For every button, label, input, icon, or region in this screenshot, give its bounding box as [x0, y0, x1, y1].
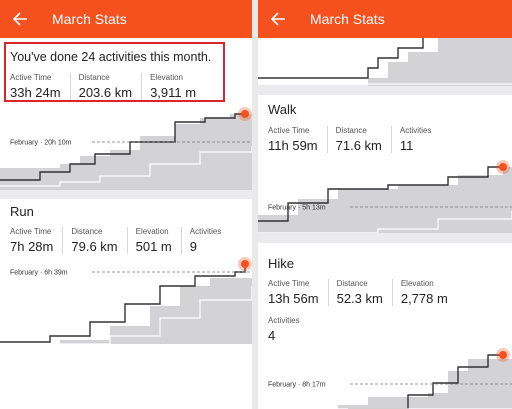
section-title: Walk [268, 102, 297, 117]
walk-chart: February · 5h 13m [258, 160, 512, 233]
stat-value: 2,778 m [400, 291, 448, 306]
right-screen: March Stats Walk Active Time 11h 59m Dista… [258, 0, 512, 409]
comparison-label: February · 5h 13m [268, 205, 326, 212]
stat: Active Time 7h 28m [10, 227, 62, 254]
line [258, 38, 424, 79]
run-chart: February · 6h 39m [0, 257, 252, 344]
left-screen: March Stats You've done 24 activities th… [0, 0, 252, 409]
stat-label: Elevation [135, 227, 169, 236]
area [258, 353, 512, 409]
app-bar: March Stats [0, 0, 252, 38]
line [258, 166, 503, 222]
divider [0, 190, 252, 199]
stat-value: 33h 24m [10, 85, 61, 100]
stat-value: 203.6 km [78, 85, 133, 100]
section-stats: Active Time 11h 59m Distance 71.6 km Activit… [268, 126, 440, 153]
stat-label: Distance [335, 126, 367, 135]
stat-label: Active Time [268, 126, 310, 135]
area [258, 38, 512, 86]
line [0, 113, 245, 181]
dot [241, 260, 249, 268]
stat-label: Activities [268, 316, 300, 325]
stat: Activities 4 [268, 316, 309, 343]
stat: Distance 71.6 km [326, 126, 391, 153]
section-stats: Activities 4 [268, 316, 309, 343]
stat: Elevation 501 m [126, 227, 181, 254]
stat: Activities 11 [390, 126, 441, 153]
stat-value: 7h 28m [10, 239, 54, 254]
line [348, 354, 503, 409]
comparison-label: February · 8h 17m [268, 382, 326, 389]
stat-label: Distance [71, 227, 103, 236]
partial-chart [258, 38, 512, 86]
section-stats: Active Time 13h 56m Distance 52.3 km Elevati… [268, 279, 457, 306]
stat-label: Active Time [268, 279, 310, 288]
stat-label: Distance [78, 73, 110, 82]
divider [258, 233, 512, 243]
stat-value: 4 [268, 328, 276, 343]
stat-value: 13h 56m [268, 291, 319, 306]
stat: Active Time 13h 56m [268, 279, 328, 306]
stat: Active Time 11h 59m [268, 126, 327, 153]
divider [258, 86, 512, 95]
stat-label: Active Time [10, 227, 52, 236]
stat: Distance 79.6 km [62, 227, 126, 254]
summary-stats: Active Time 33h 24m Distance 203.6 km Elevat… [10, 73, 205, 100]
back-button[interactable] [12, 11, 28, 27]
area [0, 112, 252, 190]
app-bar: March Stats [258, 0, 512, 38]
screen-title: March Stats [310, 11, 385, 27]
dot [499, 163, 507, 171]
stat-value: 3,911 m [150, 85, 197, 100]
line-light [0, 146, 252, 187]
stat: Distance 203.6 km [69, 73, 141, 100]
stat-label: Distance [336, 279, 368, 288]
highlight-box [4, 42, 225, 102]
section-title: Run [10, 204, 34, 219]
stat-value: 52.3 km [336, 291, 383, 306]
comparison-label: February · 6h 39m [10, 270, 68, 277]
stat-value: 71.6 km [335, 138, 382, 153]
line-light [60, 286, 252, 344]
screen-title: March Stats [52, 11, 127, 27]
section-title: Hike [268, 256, 295, 271]
stat-label: Activities [399, 126, 432, 135]
stat: Activities 9 [180, 227, 231, 254]
stat: Active Time 33h 24m [10, 73, 70, 100]
stat-value: 11h 59m [268, 138, 318, 153]
dot [241, 110, 249, 118]
comparison-label: February · 20h 10m [10, 140, 72, 147]
line [0, 264, 246, 343]
summary-headline: You've done 24 activities this month. [10, 50, 212, 64]
dot [499, 351, 507, 359]
area [258, 165, 512, 233]
section-stats: Active Time 7h 28m Distance 79.6 km Elevatio… [10, 227, 230, 254]
stat: Distance 52.3 km [327, 279, 392, 306]
stat-value: 9 [189, 239, 197, 254]
stat-value: 501 m [135, 239, 172, 254]
stat: Elevation 3,911 m [141, 73, 205, 100]
hike-chart: February · 8h 17m [258, 348, 512, 409]
stat-label: Active Time [10, 73, 52, 82]
stat-value: 11 [399, 138, 414, 153]
stat-value: 79.6 km [71, 239, 118, 254]
back-button[interactable] [270, 11, 286, 27]
summary-chart: February · 20h 10m [0, 107, 252, 190]
stat: Elevation 2,778 m [391, 279, 457, 306]
area [0, 274, 252, 344]
line-light [258, 211, 512, 233]
stat-label: Elevation [150, 73, 183, 82]
stat-label: Activities [189, 227, 222, 236]
stat-label: Elevation [400, 279, 434, 288]
